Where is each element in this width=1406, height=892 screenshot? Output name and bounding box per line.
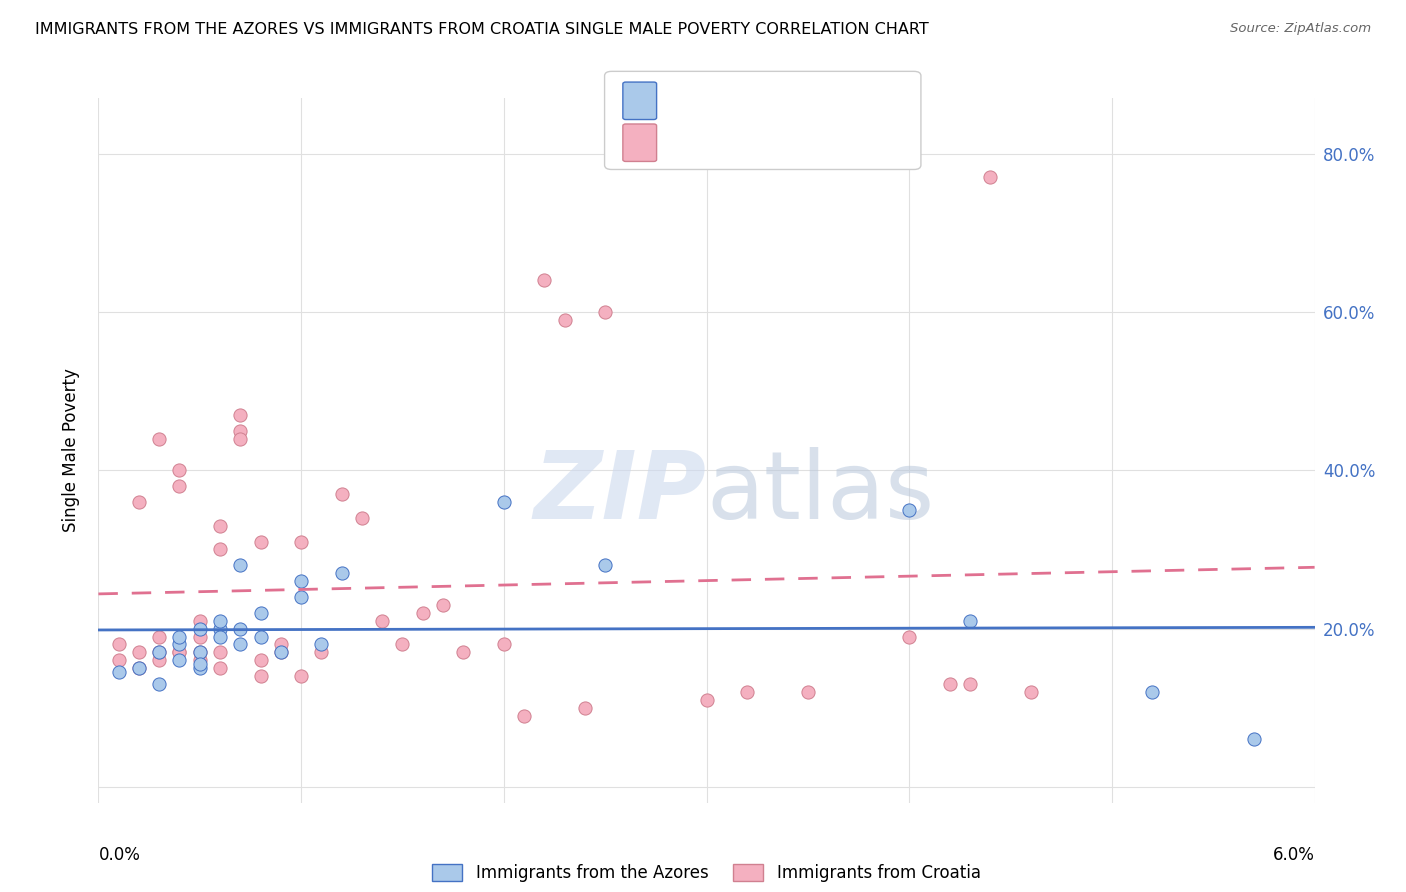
Y-axis label: Single Male Poverty: Single Male Poverty — [62, 368, 80, 533]
Point — [391, 637, 413, 651]
Point — [148, 677, 170, 691]
Point — [148, 432, 170, 446]
Point — [533, 273, 555, 287]
Text: 53: 53 — [794, 134, 817, 152]
Point — [209, 622, 232, 636]
Point — [311, 645, 333, 659]
Point — [107, 665, 129, 680]
Point — [107, 653, 129, 667]
Point — [229, 408, 252, 422]
Point — [249, 606, 271, 620]
Point — [290, 574, 312, 588]
Point — [169, 479, 191, 493]
Text: 0.115: 0.115 — [695, 134, 747, 152]
Point — [209, 614, 232, 628]
Point — [350, 510, 373, 524]
Point — [209, 630, 232, 644]
Point — [290, 590, 312, 604]
Point — [209, 645, 232, 659]
Point — [169, 645, 191, 659]
Point — [492, 495, 515, 509]
Point — [229, 424, 252, 438]
Point — [188, 645, 211, 659]
Point — [209, 661, 232, 675]
Point — [229, 558, 252, 573]
Point — [169, 637, 191, 651]
Point — [128, 645, 150, 659]
Point — [128, 495, 150, 509]
Point — [209, 542, 232, 557]
Point — [412, 606, 434, 620]
Point — [249, 630, 271, 644]
Point — [148, 645, 170, 659]
Point — [492, 637, 515, 651]
Text: IMMIGRANTS FROM THE AZORES VS IMMIGRANTS FROM CROATIA SINGLE MALE POVERTY CORREL: IMMIGRANTS FROM THE AZORES VS IMMIGRANTS… — [35, 22, 929, 37]
Point — [593, 305, 616, 319]
Point — [453, 645, 475, 659]
Point — [148, 630, 170, 644]
Point — [979, 170, 1001, 185]
Point — [898, 630, 921, 644]
Point — [128, 661, 150, 675]
Point — [148, 653, 170, 667]
Point — [188, 630, 211, 644]
Point — [188, 661, 211, 675]
Point — [593, 558, 616, 573]
Text: 30: 30 — [794, 92, 817, 110]
Point — [188, 657, 211, 672]
Point — [554, 313, 576, 327]
Point — [229, 637, 252, 651]
Point — [249, 653, 271, 667]
Point — [696, 693, 718, 707]
Point — [229, 432, 252, 446]
Point — [169, 645, 191, 659]
Point — [330, 566, 353, 581]
Point — [574, 700, 596, 714]
Text: 0.0%: 0.0% — [98, 847, 141, 864]
Text: R =: R = — [664, 92, 700, 110]
Point — [148, 645, 170, 659]
Point — [188, 622, 211, 636]
Point — [128, 661, 150, 675]
Point — [270, 645, 292, 659]
Point — [797, 685, 820, 699]
Point — [169, 630, 191, 644]
Point — [898, 503, 921, 517]
Point — [290, 669, 312, 683]
Point — [513, 708, 536, 723]
Point — [229, 622, 252, 636]
Point — [939, 677, 962, 691]
Point — [169, 653, 191, 667]
Point — [270, 637, 292, 651]
Legend: Immigrants from the Azores, Immigrants from Croatia: Immigrants from the Azores, Immigrants f… — [426, 857, 987, 888]
Point — [209, 518, 232, 533]
Point — [188, 653, 211, 667]
Text: 0.275: 0.275 — [695, 92, 747, 110]
Text: R =: R = — [664, 134, 700, 152]
Point — [432, 598, 454, 612]
Text: N =: N = — [748, 92, 796, 110]
Point — [371, 614, 394, 628]
Text: 6.0%: 6.0% — [1272, 847, 1315, 864]
Point — [290, 534, 312, 549]
Point — [1142, 685, 1164, 699]
Point — [188, 614, 211, 628]
Point — [249, 669, 271, 683]
Point — [249, 534, 271, 549]
Point — [169, 463, 191, 477]
Point — [188, 645, 211, 659]
Point — [1243, 732, 1265, 747]
Point — [311, 637, 333, 651]
Point — [330, 487, 353, 501]
Point — [959, 677, 981, 691]
Point — [270, 645, 292, 659]
Text: ZIP: ZIP — [534, 447, 707, 539]
Point — [107, 637, 129, 651]
Point — [735, 685, 758, 699]
Point — [959, 614, 981, 628]
Text: atlas: atlas — [707, 447, 935, 539]
Point — [1019, 685, 1042, 699]
Text: N =: N = — [748, 134, 796, 152]
Text: Source: ZipAtlas.com: Source: ZipAtlas.com — [1230, 22, 1371, 36]
